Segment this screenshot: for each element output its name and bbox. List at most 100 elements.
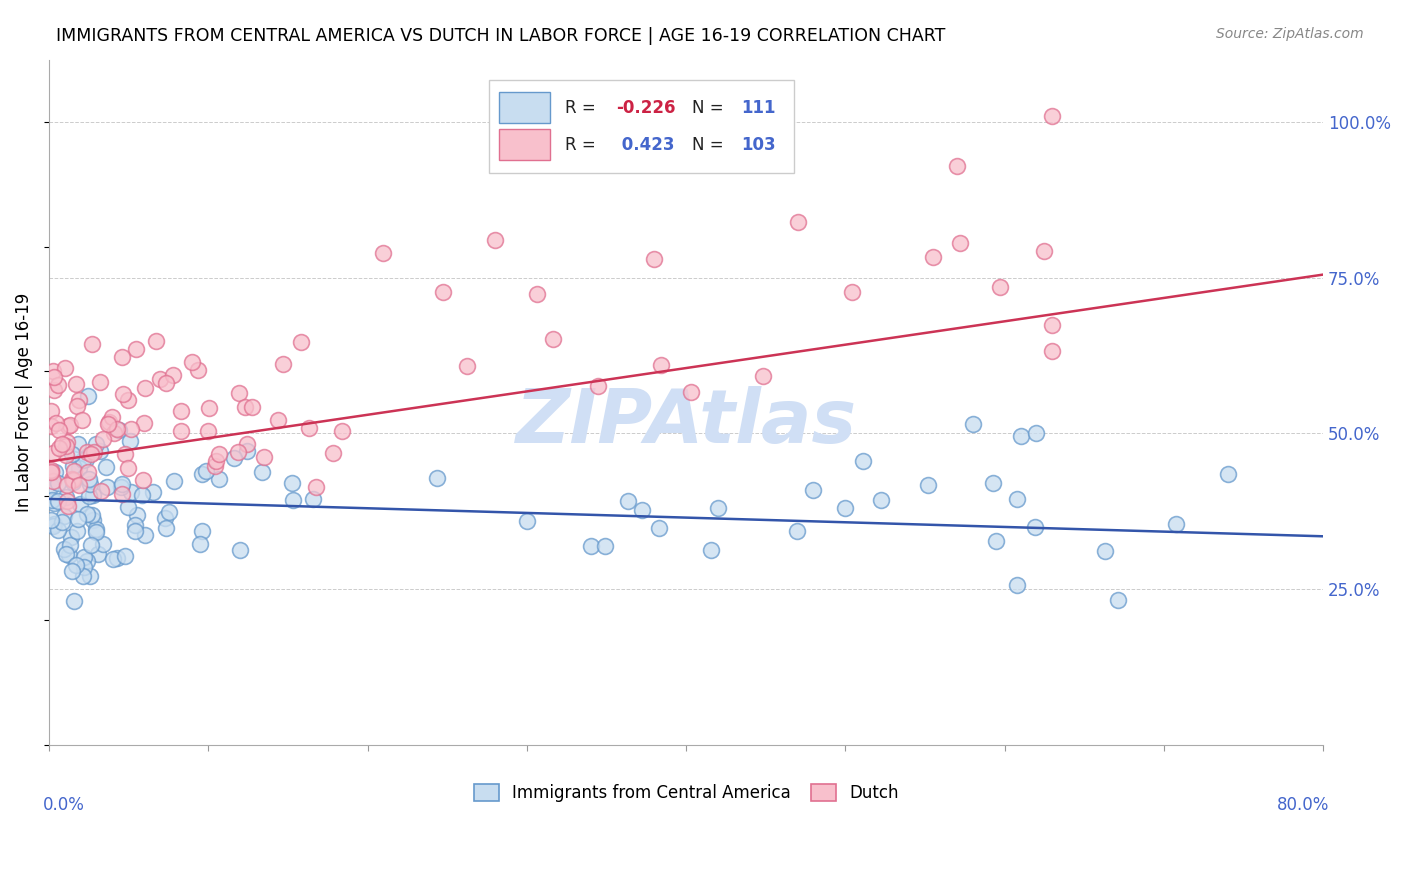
- Point: [786, 524, 808, 539]
- Text: N =: N =: [692, 136, 730, 153]
- FancyBboxPatch shape: [499, 92, 550, 123]
- FancyBboxPatch shape: [499, 128, 550, 161]
- Point: [70, 413, 93, 427]
- Point: [134, 381, 156, 395]
- Point: [97, 416, 120, 430]
- Point: [236, 443, 259, 458]
- Point: [79, 569, 101, 583]
- Point: [132, 473, 155, 487]
- Point: [56, 478, 79, 492]
- Point: [84, 524, 107, 539]
- Point: [267, 413, 290, 427]
- Point: [949, 236, 972, 251]
- Point: [131, 488, 153, 502]
- Point: [373, 245, 395, 260]
- Point: [82, 488, 104, 502]
- Point: [39, 465, 62, 479]
- Point: [631, 503, 654, 517]
- Point: [108, 423, 131, 437]
- Point: [62, 473, 84, 487]
- Point: [66, 524, 89, 538]
- Point: [89, 444, 111, 458]
- Point: [1010, 429, 1032, 443]
- Point: [59, 530, 82, 544]
- Point: [105, 422, 128, 436]
- Point: [302, 492, 325, 507]
- Point: [39, 479, 62, 493]
- Point: [48, 378, 70, 392]
- Point: [42, 384, 65, 398]
- Point: [281, 493, 304, 508]
- Point: [162, 368, 184, 383]
- Point: [1094, 544, 1116, 558]
- Point: [97, 417, 120, 431]
- Point: [89, 376, 111, 390]
- Point: [91, 433, 114, 447]
- Text: ZIPAtlas: ZIPAtlas: [516, 386, 856, 459]
- Point: [240, 401, 263, 415]
- Point: [51, 515, 73, 529]
- Point: [1025, 426, 1047, 441]
- Point: [273, 358, 295, 372]
- Point: [52, 541, 75, 556]
- Point: [290, 335, 312, 350]
- Point: [39, 513, 62, 527]
- Point: [233, 400, 256, 414]
- Point: [86, 436, 108, 450]
- Point: [579, 539, 602, 553]
- Point: [153, 510, 176, 524]
- Point: [111, 477, 134, 491]
- Point: [252, 465, 274, 479]
- Legend: Immigrants from Central America, Dutch: Immigrants from Central America, Dutch: [467, 777, 905, 809]
- Point: [707, 501, 730, 516]
- Point: [60, 564, 83, 578]
- Point: [66, 400, 89, 414]
- Point: [117, 461, 139, 475]
- Point: [42, 369, 65, 384]
- Point: [484, 233, 506, 247]
- Point: [834, 501, 856, 516]
- Point: [46, 523, 69, 537]
- Point: [110, 486, 132, 500]
- Point: [96, 459, 118, 474]
- Point: [56, 435, 79, 450]
- Point: [90, 483, 112, 498]
- Point: [803, 483, 825, 497]
- Point: [79, 447, 101, 461]
- Point: [852, 454, 875, 468]
- Point: [946, 159, 969, 173]
- Point: [650, 358, 672, 372]
- Point: [51, 436, 73, 450]
- Point: [432, 285, 454, 299]
- Point: [208, 447, 231, 461]
- Point: [42, 445, 65, 459]
- Point: [110, 350, 132, 364]
- Point: [981, 475, 1004, 490]
- Point: [55, 490, 77, 504]
- Text: R =: R =: [565, 99, 600, 117]
- Point: [157, 505, 180, 519]
- Point: [42, 474, 65, 488]
- Point: [75, 452, 97, 467]
- Point: [322, 446, 344, 460]
- Point: [1107, 592, 1129, 607]
- Point: [120, 484, 142, 499]
- Point: [786, 214, 808, 228]
- Text: 0.0%: 0.0%: [42, 797, 84, 814]
- Point: [39, 419, 62, 434]
- Point: [142, 485, 165, 500]
- Point: [222, 450, 245, 465]
- Point: [125, 342, 148, 356]
- Text: 111: 111: [741, 99, 775, 117]
- Point: [44, 465, 66, 479]
- Point: [69, 498, 91, 512]
- Point: [586, 379, 609, 393]
- Text: 0.423: 0.423: [616, 136, 675, 153]
- Point: [124, 524, 146, 538]
- Point: [456, 359, 478, 373]
- Point: [526, 287, 548, 301]
- Point: [62, 458, 84, 473]
- Point: [1040, 318, 1063, 333]
- Point: [145, 334, 167, 348]
- Point: [80, 336, 103, 351]
